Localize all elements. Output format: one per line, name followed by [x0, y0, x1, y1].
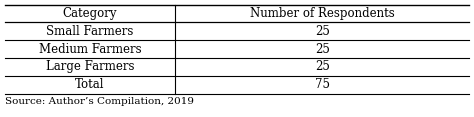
Text: Number of Respondents: Number of Respondents [250, 7, 395, 20]
Text: 25: 25 [315, 60, 330, 73]
Text: 25: 25 [315, 43, 330, 56]
Text: Source: Author’s Compilation, 2019: Source: Author’s Compilation, 2019 [5, 97, 194, 106]
Text: Category: Category [63, 7, 117, 20]
Text: Total: Total [75, 78, 105, 91]
Text: Large Farmers: Large Farmers [46, 60, 134, 73]
Text: Medium Farmers: Medium Farmers [39, 43, 141, 56]
Text: 75: 75 [315, 78, 330, 91]
Text: Small Farmers: Small Farmers [46, 25, 134, 38]
Text: 25: 25 [315, 25, 330, 38]
